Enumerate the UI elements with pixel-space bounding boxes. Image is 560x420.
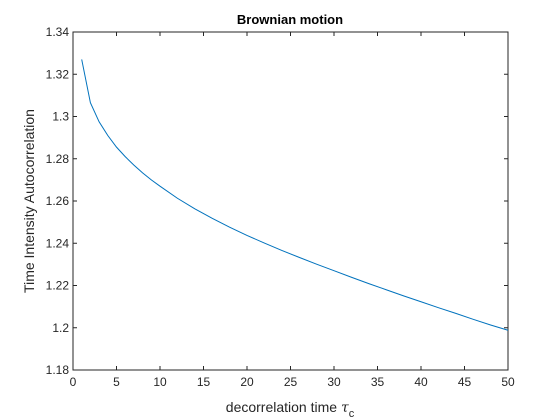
x-tick-label: 30 bbox=[327, 375, 341, 389]
y-tick-label: 1.32 bbox=[46, 67, 70, 81]
x-tick-label: 0 bbox=[70, 375, 77, 389]
y-tick-label: 1.26 bbox=[46, 194, 70, 208]
y-tick-label: 1.28 bbox=[46, 152, 70, 166]
x-tick-label: 5 bbox=[113, 375, 120, 389]
x-tick-label: 15 bbox=[197, 375, 211, 389]
x-tick-label: 40 bbox=[414, 375, 428, 389]
x-tick-label: 50 bbox=[501, 375, 515, 389]
y-axis: 1.18 1.2 1.22 1.24 1.26 1.28 1.3 1.32 1.34 bbox=[46, 25, 508, 377]
y-tick-label: 1.24 bbox=[46, 236, 70, 250]
x-axis-label-subscript: c bbox=[349, 408, 355, 420]
chart-title: Brownian motion bbox=[237, 12, 343, 27]
x-axis-label-symbol: τ bbox=[341, 400, 349, 416]
plot-area bbox=[72, 31, 509, 371]
series-line bbox=[81, 59, 509, 331]
y-tick-label: 1.18 bbox=[46, 363, 70, 377]
x-axis-label: decorrelation time τc bbox=[226, 399, 355, 420]
y-tick-label: 1.34 bbox=[46, 25, 70, 39]
x-tick-label: 45 bbox=[458, 375, 472, 389]
y-tick-label: 1.3 bbox=[52, 110, 69, 124]
x-axis: 0 5 10 15 20 25 30 35 40 45 50 bbox=[70, 32, 515, 389]
x-tick-label: 10 bbox=[153, 375, 167, 389]
y-tick-label: 1.2 bbox=[52, 321, 69, 335]
x-tick-label: 25 bbox=[284, 375, 298, 389]
x-tick-label: 35 bbox=[371, 375, 385, 389]
x-tick-label: 20 bbox=[240, 375, 254, 389]
x-axis-label-text: decorrelation time bbox=[226, 399, 341, 415]
y-tick-label: 1.22 bbox=[46, 279, 70, 293]
y-axis-label: Time Intensity Autocorrelation bbox=[21, 109, 37, 293]
